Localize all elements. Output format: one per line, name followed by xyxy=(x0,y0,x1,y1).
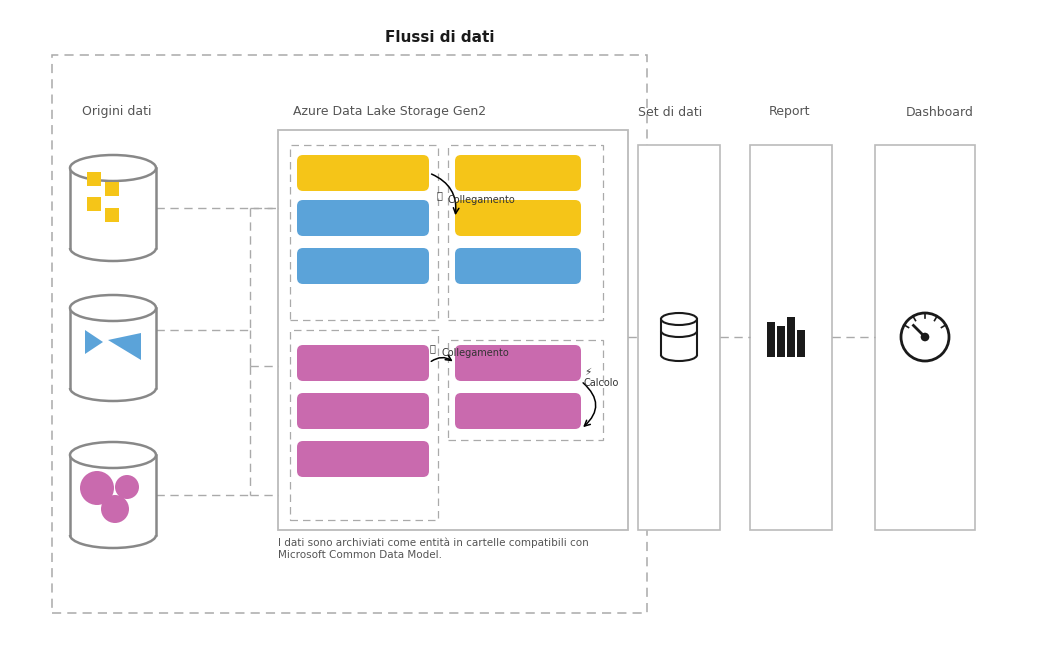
Polygon shape xyxy=(85,330,103,354)
FancyBboxPatch shape xyxy=(455,248,581,284)
Text: I dati sono archiviati come entità in cartelle compatibili con
Microsoft Common : I dati sono archiviati come entità in ca… xyxy=(279,538,589,560)
Bar xyxy=(661,319,697,355)
Bar xyxy=(290,145,438,320)
Bar xyxy=(52,55,647,613)
Bar xyxy=(70,308,156,388)
Bar xyxy=(279,130,628,530)
Bar xyxy=(70,455,156,535)
Bar xyxy=(448,145,603,320)
Bar xyxy=(797,330,805,344)
FancyBboxPatch shape xyxy=(455,200,581,236)
Bar xyxy=(767,322,775,352)
Text: Calcolo: Calcolo xyxy=(584,378,619,388)
Bar xyxy=(776,326,785,348)
FancyBboxPatch shape xyxy=(298,393,429,429)
FancyBboxPatch shape xyxy=(455,155,581,191)
Bar xyxy=(767,327,775,357)
Text: Collegamento: Collegamento xyxy=(448,195,516,205)
Bar xyxy=(290,330,438,520)
Bar xyxy=(750,145,832,530)
Ellipse shape xyxy=(70,442,156,468)
Text: Set di dati: Set di dati xyxy=(638,105,703,118)
Bar xyxy=(87,197,101,211)
Bar xyxy=(448,340,603,440)
Text: Flussi di dati: Flussi di dati xyxy=(385,31,495,46)
Circle shape xyxy=(901,313,950,361)
Text: ⚡: ⚡ xyxy=(584,367,591,377)
Ellipse shape xyxy=(70,155,156,181)
Text: Collegamento: Collegamento xyxy=(441,348,509,358)
FancyBboxPatch shape xyxy=(455,393,581,429)
FancyBboxPatch shape xyxy=(298,248,429,284)
FancyBboxPatch shape xyxy=(455,345,581,381)
Bar xyxy=(106,208,119,222)
Circle shape xyxy=(921,333,929,341)
Bar xyxy=(787,317,795,357)
Bar xyxy=(638,145,720,530)
FancyBboxPatch shape xyxy=(298,155,429,191)
FancyBboxPatch shape xyxy=(298,345,429,381)
Text: Azure Data Lake Storage Gen2: Azure Data Lake Storage Gen2 xyxy=(293,105,486,118)
Polygon shape xyxy=(108,333,141,360)
Circle shape xyxy=(115,475,139,499)
Ellipse shape xyxy=(70,295,156,321)
Text: ⛓: ⛓ xyxy=(437,190,443,200)
FancyBboxPatch shape xyxy=(298,441,429,477)
Bar xyxy=(787,317,795,357)
Bar xyxy=(776,335,785,357)
Text: Origini dati: Origini dati xyxy=(82,105,152,118)
Bar xyxy=(87,172,101,186)
Bar xyxy=(875,145,975,530)
Ellipse shape xyxy=(661,313,697,325)
Text: Dashboard: Dashboard xyxy=(906,105,974,118)
Text: Report: Report xyxy=(769,105,810,118)
Bar xyxy=(70,168,156,248)
Circle shape xyxy=(101,495,129,523)
Circle shape xyxy=(80,471,114,505)
Bar xyxy=(797,343,805,357)
Text: ⛓: ⛓ xyxy=(430,343,436,353)
Bar xyxy=(106,182,119,196)
FancyBboxPatch shape xyxy=(298,200,429,236)
